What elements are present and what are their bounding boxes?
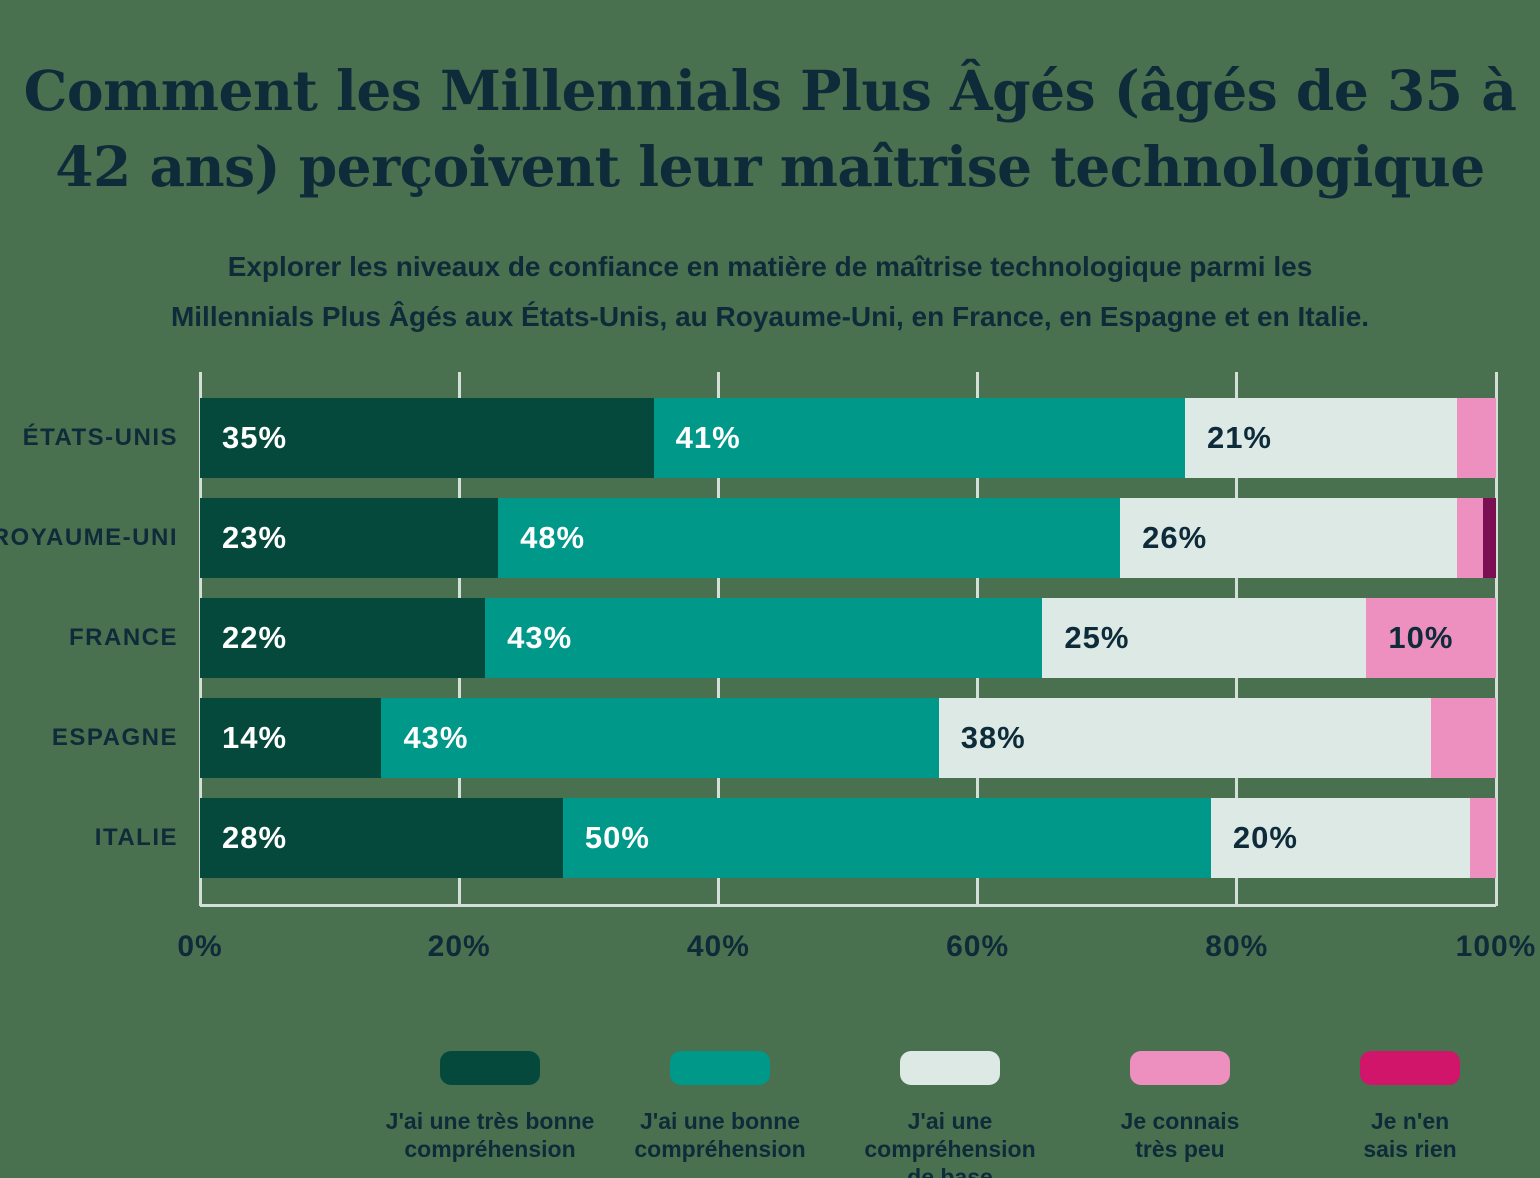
bar-segment [1457,498,1484,578]
category-label: ÉTATS-UNIS [22,424,178,451]
x-tick: 60% [946,930,1010,963]
bar-segment-label: 20% [1232,820,1298,855]
legend-swatch [1360,1051,1460,1085]
subtitle-line-2: Millennials Plus Âgés aux États-Unis, au… [170,301,1370,332]
bar-segment [1457,398,1496,478]
x-tick: 80% [1205,930,1269,963]
legend-item: Je n'en sais rien [1295,1051,1525,1178]
legend-label-line-2: de base [907,1164,993,1178]
bar-segment: 35% [200,398,654,478]
page-title-line-2: 42 ans) perçoivent leur maîtrise technol… [55,133,1485,199]
bar-segment: 43% [485,598,1043,678]
x-axis: 0% 20% 40% 60% 80% 100% [177,930,1535,974]
legend-label-line-1: J'ai une bonne [639,1108,801,1134]
legend-label: J'ai une très bonne compréhension [386,1107,595,1163]
subtitle-line-1: Explorer les niveaux de confiance en mat… [227,251,1313,282]
bar-segment: 10% [1366,598,1496,678]
bar-segment: 14% [200,698,382,778]
bar-segment: 50% [562,798,1211,878]
bar-segment-label: 21% [1206,420,1272,455]
bar-row: ESPAGNE 14% 43% 38% [52,698,1496,778]
legend-label: J'ai une compréhension de base [835,1107,1065,1178]
bar-segment: 21% [1184,398,1458,478]
bar-segment: 22% [200,598,486,678]
legend-item: J'ai une compréhension de base [835,1051,1065,1178]
category-label: FRANCE [69,624,178,651]
bar-segment-label: 35% [222,420,288,455]
bar-segment-label: 23% [222,520,288,555]
bar-segment [1470,798,1496,878]
bar-segment: 28% [200,798,563,878]
bar-segment-label: 25% [1064,620,1130,655]
bar-segment-label: 41% [675,420,741,455]
legend-label-line-1: Je n'en [1370,1108,1450,1134]
legend-label-line-2: compréhension [634,1136,806,1162]
legend-label-line-1: J'ai une compréhension [864,1108,1036,1162]
bar-row: ROYAUME-UNI 23% 48% 26% [0,498,1496,578]
legend-swatch [440,1051,540,1085]
bar-segment-label: 26% [1142,520,1208,555]
page-title: Comment les Millennials Plus Âgés (âgés … [0,53,1540,205]
category-label: ESPAGNE [51,724,178,751]
gridline [1494,372,1498,906]
x-tick: 0% [177,930,223,963]
legend-swatch [1130,1051,1230,1085]
x-tick: 20% [427,930,491,963]
bar-segment-label: 43% [507,620,573,655]
bar-segment-label: 43% [403,720,469,755]
bar-segment-label: 10% [1388,620,1454,655]
bar-segment-label: 14% [222,720,288,755]
legend-item: J'ai une très bonne compréhension [375,1051,605,1178]
bar-row: ÉTATS-UNIS 35% 41% 21% [23,398,1496,478]
bar-segment: 26% [1120,498,1458,578]
bar-segment-label: 22% [222,620,288,655]
bar-segment: 20% [1210,798,1471,878]
bar-segment: 43% [381,698,939,778]
plot-area: ÉTATS-UNIS 35% 41% 21% ROYAUME-UNI 23% 48% 26% F… [0,372,1498,907]
bar-segment-label: 48% [520,520,586,555]
page-title-line-1: Comment les Millennials Plus Âgés (âgés … [23,57,1517,123]
legend-label-line-2: sais rien [1363,1136,1457,1162]
bar-segment-label: 50% [584,820,650,855]
bar-segment [1431,698,1496,778]
subtitle: Explorer les niveaux de confiance en mat… [0,242,1540,342]
bar-row: FRANCE 22% 43% 25% 10% [69,598,1496,678]
legend-item: Je connais très peu [1065,1051,1295,1178]
x-tick: 40% [686,930,750,963]
bar-segment-label: 38% [960,720,1026,755]
bar-row: ITALIE 28% 50% 20% [95,798,1496,878]
x-tick: 100% [1455,930,1537,963]
bar-segment: 48% [498,498,1121,578]
x-axis-line [200,904,1496,907]
legend-item: J'ai une bonne compréhension [605,1051,835,1178]
legend-label-line-1: J'ai une très bonne [385,1108,595,1134]
category-label: ITALIE [94,824,178,851]
category-label: ROYAUME-UNI [0,524,178,551]
bar-segment: 41% [653,398,1185,478]
legend-label: Je connais très peu [1121,1107,1240,1163]
legend: J'ai une très bonne compréhension J'ai une… [375,1051,1525,1178]
bar-segment: 25% [1042,598,1367,678]
bar-segment: 23% [200,498,499,578]
legend-swatch [670,1051,770,1085]
legend-label: J'ai une bonne compréhension [634,1107,805,1163]
legend-label-line-2: compréhension [404,1136,576,1162]
bar-segment: 38% [938,698,1432,778]
legend-label: Je n'en sais rien [1363,1107,1456,1163]
legend-swatch [900,1051,1000,1085]
legend-label-line-1: Je connais [1120,1108,1240,1134]
bar-segment [1483,498,1496,578]
legend-label-line-2: très peu [1135,1136,1225,1162]
bar-segment-label: 28% [222,820,288,855]
